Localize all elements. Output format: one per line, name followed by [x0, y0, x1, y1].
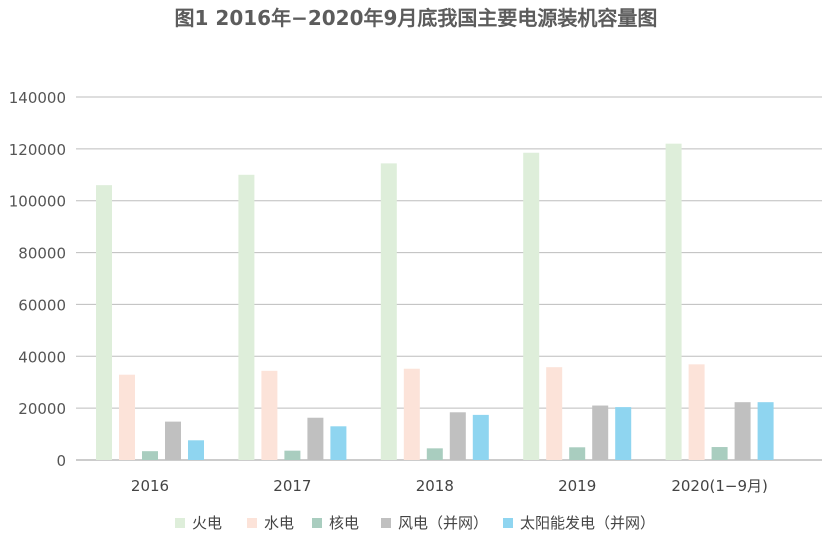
- bar: [757, 402, 774, 460]
- bar: [688, 364, 705, 460]
- x-tick-label: 2018: [416, 477, 454, 495]
- x-tick-label: 2019: [558, 477, 596, 495]
- bar: [546, 367, 563, 460]
- bar: [734, 402, 751, 460]
- bar: [523, 152, 540, 460]
- bar: [96, 185, 112, 460]
- legend-label: 核电: [329, 514, 359, 532]
- legend-swatch: [175, 518, 185, 528]
- y-tick-label: 100000: [9, 193, 66, 211]
- bar: [426, 448, 443, 460]
- bar: [238, 174, 255, 461]
- bar: [380, 163, 397, 460]
- bar: [261, 370, 278, 460]
- bar: [142, 451, 158, 460]
- x-tick-label: 2017: [273, 477, 311, 495]
- legend-label: 风电（并网）: [398, 514, 488, 532]
- legend-label: 太阳能发电（并网）: [520, 514, 655, 532]
- y-tick-label: 0: [56, 452, 66, 470]
- bar: [119, 374, 135, 460]
- bar: [188, 440, 204, 460]
- y-tick-label: 140000: [9, 89, 66, 107]
- bar: [307, 417, 324, 460]
- legend-label: 火电: [192, 514, 222, 532]
- bar: [472, 414, 489, 460]
- y-tick-label: 20000: [18, 400, 66, 418]
- y-tick-label: 40000: [18, 348, 66, 366]
- legend-swatch: [247, 518, 257, 528]
- bar: [569, 447, 586, 460]
- bar: [330, 426, 347, 460]
- legend-swatch: [503, 518, 513, 528]
- legend-label: 水电: [264, 514, 294, 532]
- bar: [665, 143, 682, 460]
- y-tick-label: 80000: [18, 245, 66, 263]
- bar: [711, 447, 728, 460]
- bar: [284, 450, 301, 460]
- legend-swatch: [312, 518, 322, 528]
- legend-swatch: [381, 518, 391, 528]
- y-tick-label: 120000: [9, 141, 66, 159]
- bar: [403, 368, 420, 460]
- x-tick-label: 2016: [131, 477, 169, 495]
- y-tick-label: 60000: [18, 296, 66, 314]
- chart-title: 图1 2016年−2020年9月底我国主要电源装机容量图: [174, 6, 658, 30]
- bar: [592, 405, 609, 460]
- bar: [165, 421, 181, 460]
- x-tick-label: 2020(1−9月): [671, 477, 768, 495]
- bar: [449, 412, 466, 460]
- bar: [615, 407, 632, 460]
